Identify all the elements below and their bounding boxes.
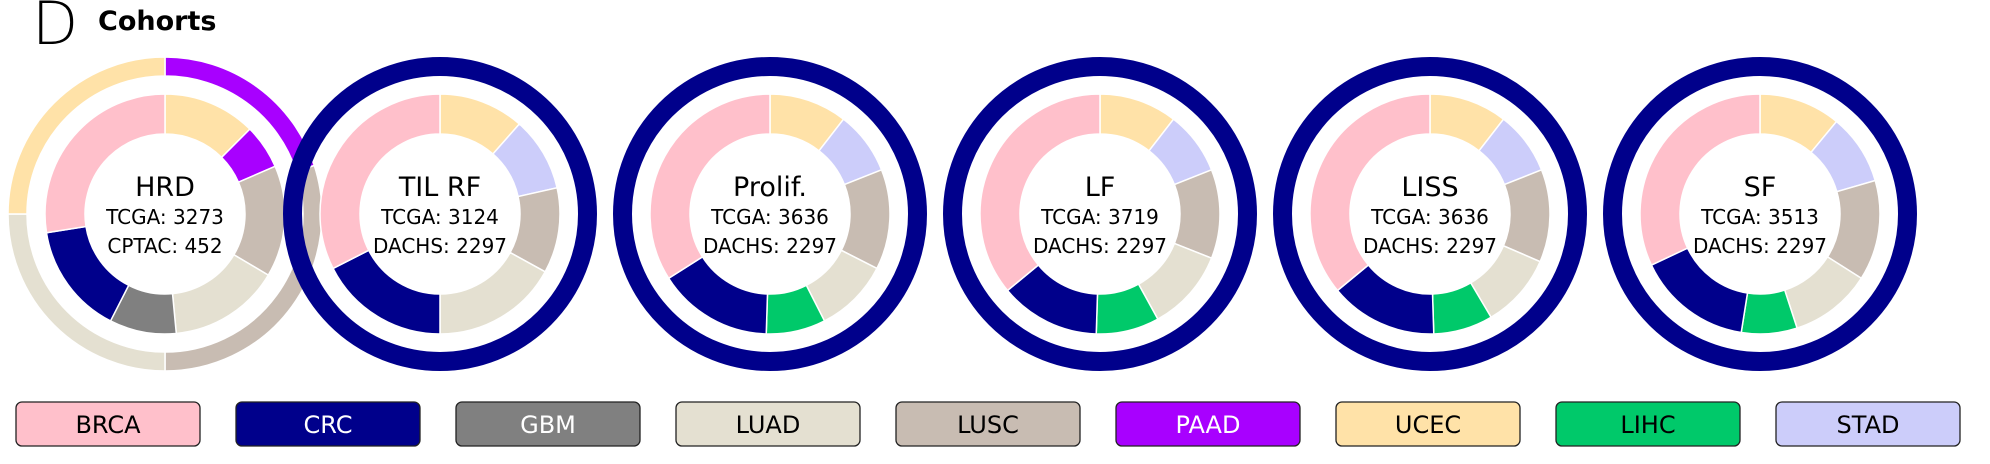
donut-hrd-name: HRD bbox=[135, 172, 195, 203]
legend-item-brca: BRCA bbox=[15, 401, 201, 447]
panel-title: Cohorts bbox=[98, 6, 216, 37]
liss-inner-lusc-2-slice bbox=[1502, 168, 1551, 263]
legend-label-crc: CRC bbox=[304, 411, 353, 439]
donut-sf-count-1: DACHS: 2297 bbox=[1693, 234, 1827, 258]
legend-label-ucec: UCEC bbox=[1395, 411, 1461, 439]
til-rf-inner-brca-5-slice bbox=[319, 93, 441, 270]
legend-swatch-stad bbox=[1775, 401, 1961, 447]
donut-hrd-count-0: TCGA: 3273 bbox=[105, 205, 224, 229]
donut-hrd-count-1: CPTAC: 452 bbox=[107, 234, 222, 258]
legend-item-ucec: UCEC bbox=[1335, 401, 1521, 447]
donut-prolif: Prolif.TCGA: 3636 DACHS: 2297 bbox=[613, 57, 927, 371]
lf-inner-lusc-2-slice bbox=[1173, 168, 1221, 260]
liss-inner-brca-6-slice bbox=[1309, 93, 1431, 292]
legend-item-crc: CRC bbox=[235, 401, 421, 447]
legend-label-paad: PAAD bbox=[1176, 411, 1241, 439]
legend-item-lusc: LUSC bbox=[895, 401, 1081, 447]
lf-inner-brca-6-slice bbox=[979, 93, 1101, 292]
donut-lf-name: LF bbox=[1085, 172, 1116, 203]
donut-lf-count-1: DACHS: 2297 bbox=[1033, 234, 1167, 258]
donut-lf-count-0: TCGA: 3719 bbox=[1040, 205, 1159, 229]
hrd-inner-brca-6-slice bbox=[44, 93, 166, 234]
donut-prolif-count-0: TCGA: 3636 bbox=[710, 205, 829, 229]
donut-liss-count-0: TCGA: 3636 bbox=[1370, 205, 1489, 229]
donut-sf-count-0: TCGA: 3513 bbox=[1700, 205, 1819, 229]
legend-item-lihc: LIHC bbox=[1555, 401, 1741, 447]
panel-letter: D bbox=[32, 0, 78, 59]
donut-prolif-name: Prolif. bbox=[733, 172, 807, 203]
legend-label-brca: BRCA bbox=[75, 411, 141, 439]
legend-swatch-paad bbox=[1115, 401, 1301, 447]
sf-outer-crc-0-slice bbox=[1603, 57, 1917, 371]
legend: BRCA CRC GBM LUAD LUSC PAAD UCEC LIHC STAD bbox=[15, 401, 1961, 447]
prolif-inner-brca-6-slice bbox=[649, 93, 771, 280]
legend-swatch-luad bbox=[675, 401, 861, 447]
sf-inner-brca-6-slice bbox=[1639, 93, 1761, 267]
donut-prolif-count-1: DACHS: 2297 bbox=[703, 234, 837, 258]
legend-item-gbm: GBM bbox=[455, 401, 641, 447]
legend-item-luad: LUAD bbox=[675, 401, 861, 447]
legend-swatch-brca bbox=[15, 401, 201, 447]
legend-label-luad: LUAD bbox=[736, 411, 801, 439]
legend-label-gbm: GBM bbox=[520, 411, 576, 439]
donut-liss-count-1: DACHS: 2297 bbox=[1363, 234, 1497, 258]
prolif-outer-crc-0-slice bbox=[613, 57, 927, 371]
donut-til-rf-count-1: DACHS: 2297 bbox=[373, 234, 507, 258]
legend-label-lihc: LIHC bbox=[1620, 411, 1675, 439]
donut-til-rf-name: TIL RF bbox=[398, 172, 481, 203]
legend-item-stad: STAD bbox=[1775, 401, 1961, 447]
legend-swatch-gbm bbox=[455, 401, 641, 447]
liss-outer-crc-0-slice bbox=[1273, 57, 1587, 371]
donut-liss-name: LISS bbox=[1401, 172, 1458, 203]
legend-label-lusc: LUSC bbox=[957, 411, 1019, 439]
legend-swatch-ucec bbox=[1335, 401, 1521, 447]
donut-til-rf-count-0: TCGA: 3124 bbox=[380, 205, 499, 229]
lf-outer-crc-0-slice bbox=[943, 57, 1257, 371]
hrd-outer-ucec-3-slice bbox=[7, 56, 166, 215]
legend-label-stad: STAD bbox=[1837, 411, 1900, 439]
legend-item-paad: PAAD bbox=[1115, 401, 1301, 447]
legend-swatch-lihc bbox=[1555, 401, 1741, 447]
til-rf-outer-crc-0-slice bbox=[283, 57, 597, 371]
donut-sf-name: SF bbox=[1744, 172, 1777, 203]
legend-swatch-lusc bbox=[895, 401, 1081, 447]
legend-swatch-crc bbox=[235, 401, 421, 447]
